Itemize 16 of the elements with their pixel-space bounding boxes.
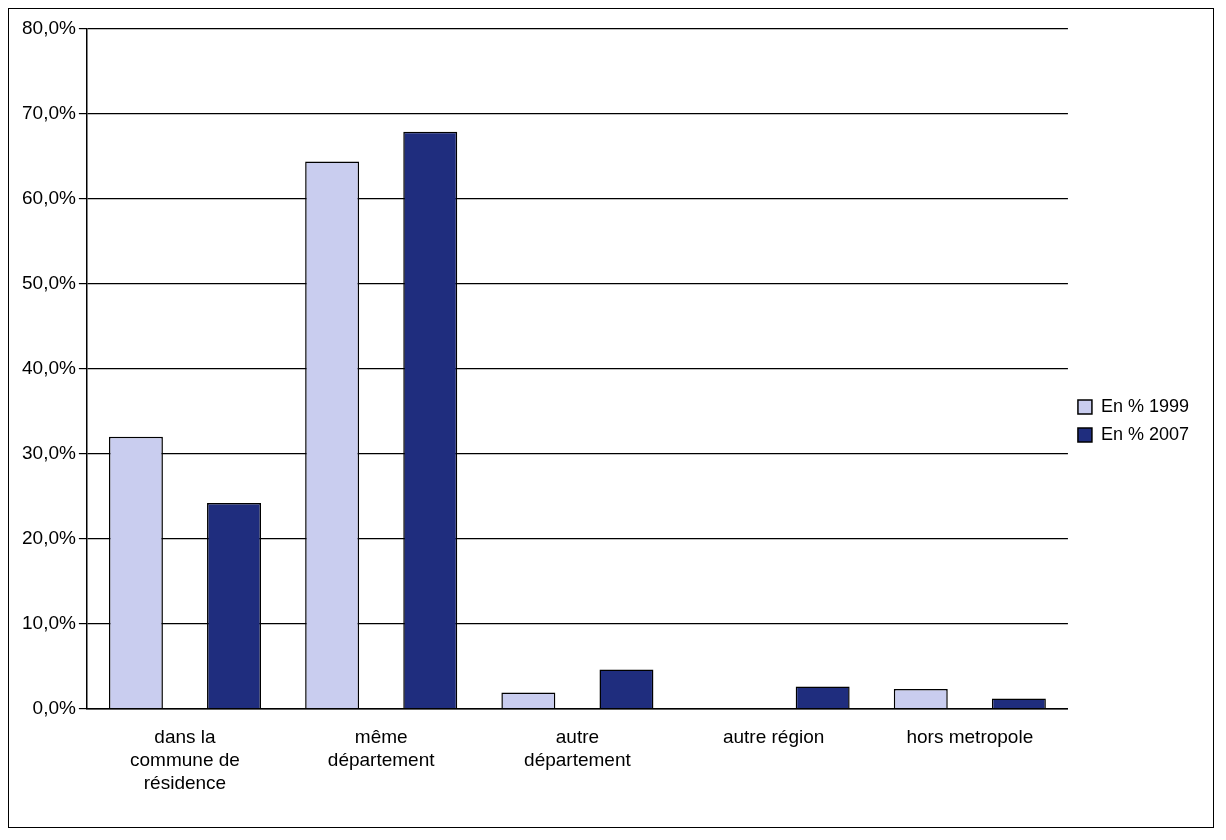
y-tick-label: 40,0%	[22, 357, 76, 379]
x-tick-label: hors metropole	[906, 726, 1034, 748]
y-tick-label: 10,0%	[22, 611, 76, 633]
y-tick-label: 60,0%	[22, 187, 76, 209]
y-tick-label: 70,0%	[22, 102, 76, 124]
x-tick-label: autre département	[524, 726, 632, 771]
x-tick-label: autre région	[722, 726, 825, 748]
y-tick-label: 30,0%	[22, 441, 76, 463]
y-tick-label: 0,0%	[32, 696, 76, 718]
legend-label: En % 1999	[1100, 395, 1190, 416]
x-tick-label: dans la commune de résidence	[130, 726, 240, 793]
x-tick-label: même département	[327, 726, 436, 771]
legend-label: En % 2007	[1100, 423, 1190, 444]
y-tick-label: 50,0%	[22, 272, 76, 294]
y-tick-label: 20,0%	[22, 526, 76, 548]
y-tick-label: 80,0%	[22, 17, 76, 39]
